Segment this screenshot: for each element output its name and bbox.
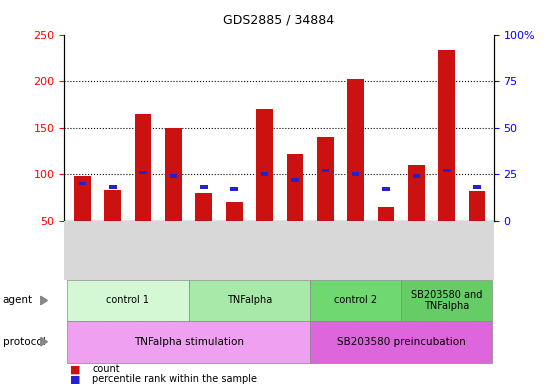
Bar <box>195 193 212 221</box>
Bar <box>200 185 208 189</box>
Text: ■: ■ <box>70 374 80 384</box>
Text: control 2: control 2 <box>334 295 377 306</box>
Bar <box>382 187 390 191</box>
Text: SB203580 preincubation: SB203580 preincubation <box>337 337 465 347</box>
Text: TNFalpha stimulation: TNFalpha stimulation <box>134 337 244 347</box>
Bar <box>79 182 86 185</box>
Text: SB203580 and
TNFalpha: SB203580 and TNFalpha <box>411 290 483 311</box>
Text: control 1: control 1 <box>107 295 150 306</box>
Bar <box>378 207 395 221</box>
Text: protocol: protocol <box>3 337 46 347</box>
Bar <box>135 114 151 221</box>
Bar <box>261 172 268 176</box>
Bar <box>287 154 304 221</box>
Bar <box>256 109 273 221</box>
Bar <box>317 137 334 221</box>
Bar <box>469 191 485 221</box>
Bar <box>109 185 117 189</box>
Bar <box>321 169 329 172</box>
Bar <box>140 170 147 174</box>
Bar <box>408 165 425 221</box>
Text: ■: ■ <box>70 364 80 374</box>
Text: TNFalpha: TNFalpha <box>227 295 272 306</box>
Bar <box>74 176 91 221</box>
Text: count: count <box>92 364 120 374</box>
Bar <box>443 169 450 172</box>
Bar <box>352 172 359 176</box>
Bar <box>439 50 455 221</box>
Bar <box>170 174 177 178</box>
Bar <box>473 185 481 189</box>
Bar <box>291 178 299 182</box>
Text: agent: agent <box>3 295 33 306</box>
Text: percentile rank within the sample: percentile rank within the sample <box>92 374 257 384</box>
Bar <box>347 79 364 221</box>
Bar <box>226 202 243 221</box>
Bar <box>413 174 420 178</box>
Bar <box>230 187 238 191</box>
Bar <box>165 128 182 221</box>
Text: GDS2885 / 34884: GDS2885 / 34884 <box>223 13 335 26</box>
Bar <box>104 190 121 221</box>
